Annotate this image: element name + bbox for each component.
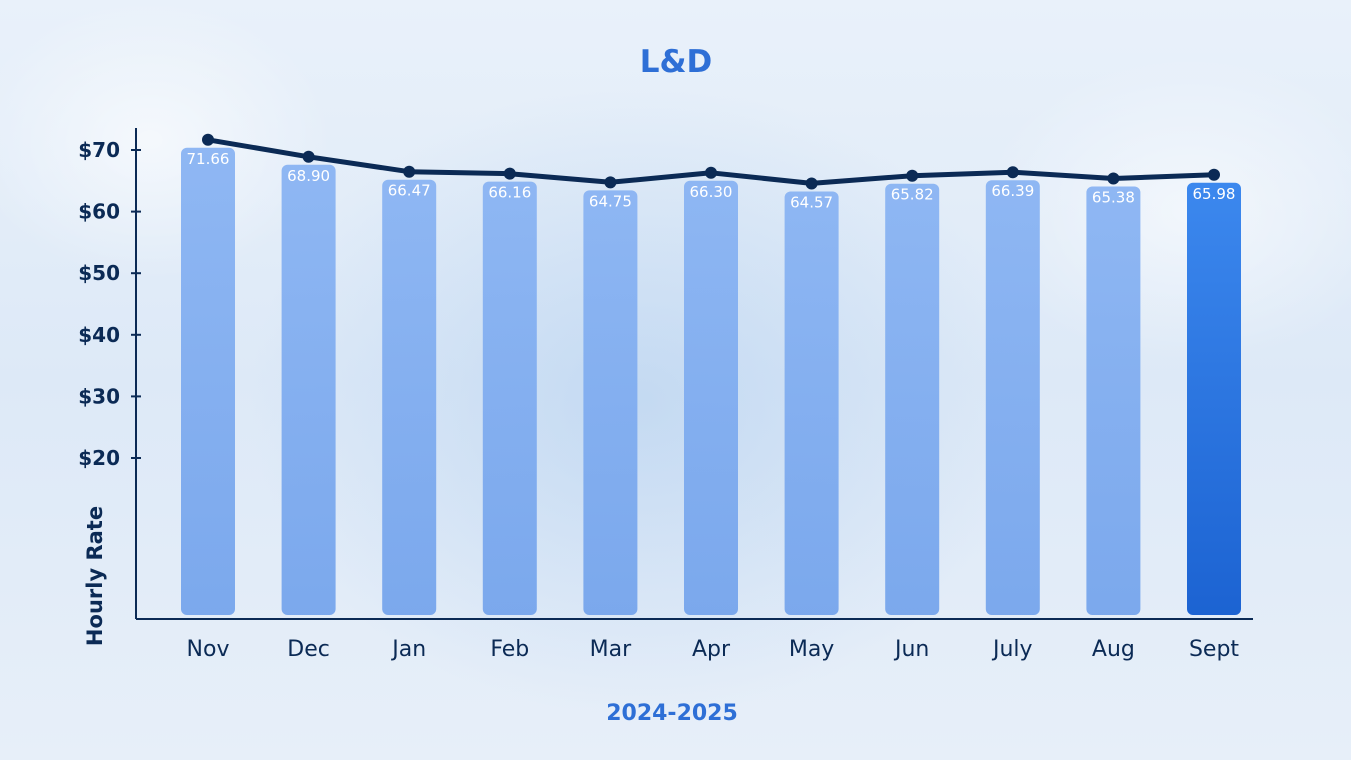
y-ticks-group: $20 $30 $40 $50 $60 $70: [78, 138, 141, 470]
line-point-apr: [705, 166, 717, 179]
data-label-mar: 64.75: [589, 192, 632, 210]
data-label-jun: 65.82: [891, 186, 934, 204]
line-point-aug: [1107, 172, 1120, 185]
line-point-jun: [906, 169, 919, 182]
x-tick-label: Dec: [287, 637, 330, 662]
bar-dec: [281, 164, 336, 615]
data-label-apr: 66.30: [690, 183, 733, 201]
bars-group: [181, 147, 1241, 616]
x-tick-label: Jun: [893, 637, 929, 662]
x-tick-label: Aug: [1092, 637, 1135, 662]
line-point-mar: [604, 176, 617, 189]
x-tick-label: Apr: [692, 637, 731, 662]
x-tick-label: Feb: [490, 637, 529, 662]
y-tick-label: $20: [78, 446, 120, 470]
bar-aug: [1086, 186, 1141, 615]
y-tick-label: $60: [78, 200, 120, 224]
x-ticks-group: Nov Dec Jan Feb Mar Apr May Jun July Aug Sept: [187, 637, 1240, 662]
data-labels-group: 71.66 68.90 66.47 66.16 64.75 66.30 64.57 65.82…: [187, 150, 1236, 212]
line-point-jan: [403, 165, 416, 178]
y-tick-label: $30: [78, 384, 120, 408]
axes-group: [135, 128, 1253, 620]
bar-july: [985, 180, 1040, 615]
bar-apr: [684, 180, 738, 616]
bar-jan: [382, 179, 437, 615]
x-tick-label: Sept: [1189, 637, 1239, 662]
line-point-sept: [1208, 168, 1220, 181]
data-label-aug: 65.38: [1092, 188, 1135, 206]
bar-jun: [885, 183, 940, 616]
data-label-feb: 66.16: [488, 184, 531, 202]
trend-line-group: [202, 133, 1220, 190]
line-point-dec: [302, 150, 315, 163]
data-label-sept: 65.98: [1193, 185, 1236, 203]
x-tick-label: Mar: [590, 637, 632, 662]
data-label-dec: 68.90: [287, 167, 330, 185]
bar-mar: [583, 190, 638, 615]
line-point-july: [1006, 166, 1019, 179]
y-tick-label: $70: [78, 138, 120, 162]
data-label-nov: 71.66: [187, 150, 230, 168]
data-label-may: 64.57: [790, 193, 833, 211]
bar-feb: [482, 181, 537, 615]
data-label-jan: 66.47: [388, 182, 431, 200]
data-label-july: 66.39: [991, 182, 1034, 200]
x-tick-label: Jan: [390, 637, 426, 662]
bar-may: [784, 191, 839, 616]
line-point-nov: [202, 133, 214, 146]
x-axis-title: 2024-2025: [606, 701, 738, 726]
bar-sept: [1187, 182, 1241, 616]
line-point-feb: [503, 167, 516, 180]
y-tick-label: $40: [78, 323, 120, 347]
y-tick-label: $50: [78, 261, 120, 285]
x-tick-label: May: [789, 637, 834, 662]
x-tick-label: July: [991, 637, 1033, 662]
bar-nov: [181, 147, 235, 615]
y-axis-title: Hourly Rate: [83, 506, 107, 646]
line-point-may: [805, 177, 818, 190]
x-tick-label: Nov: [187, 637, 230, 662]
chart-title: L&D: [640, 44, 713, 80]
